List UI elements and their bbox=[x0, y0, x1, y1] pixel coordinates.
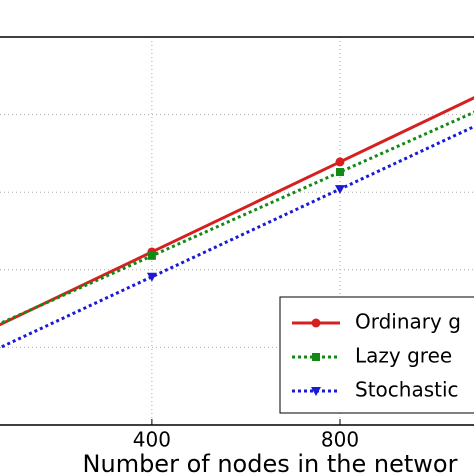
series-line bbox=[0, 110, 474, 326]
legend-label: Ordinary g bbox=[355, 310, 461, 334]
legend-marker bbox=[311, 387, 321, 396]
series-line bbox=[0, 124, 474, 350]
x-axis-label: Number of nodes in the networ bbox=[83, 450, 458, 474]
marker bbox=[334, 185, 345, 195]
plot-area bbox=[0, 96, 474, 350]
marker bbox=[335, 157, 345, 167]
x-tick-label: 400 bbox=[133, 428, 171, 452]
marker bbox=[335, 168, 344, 177]
legend-marker bbox=[311, 318, 321, 328]
legend: Ordinary g Lazy gree Stochastic bbox=[279, 296, 474, 414]
marker bbox=[146, 272, 157, 282]
x-tick-label: 800 bbox=[321, 428, 359, 452]
legend-label: Lazy gree bbox=[355, 344, 452, 368]
grid bbox=[0, 37, 474, 425]
marker bbox=[147, 251, 156, 260]
legend-label: Stochastic bbox=[355, 378, 459, 402]
legend-marker bbox=[312, 353, 320, 361]
